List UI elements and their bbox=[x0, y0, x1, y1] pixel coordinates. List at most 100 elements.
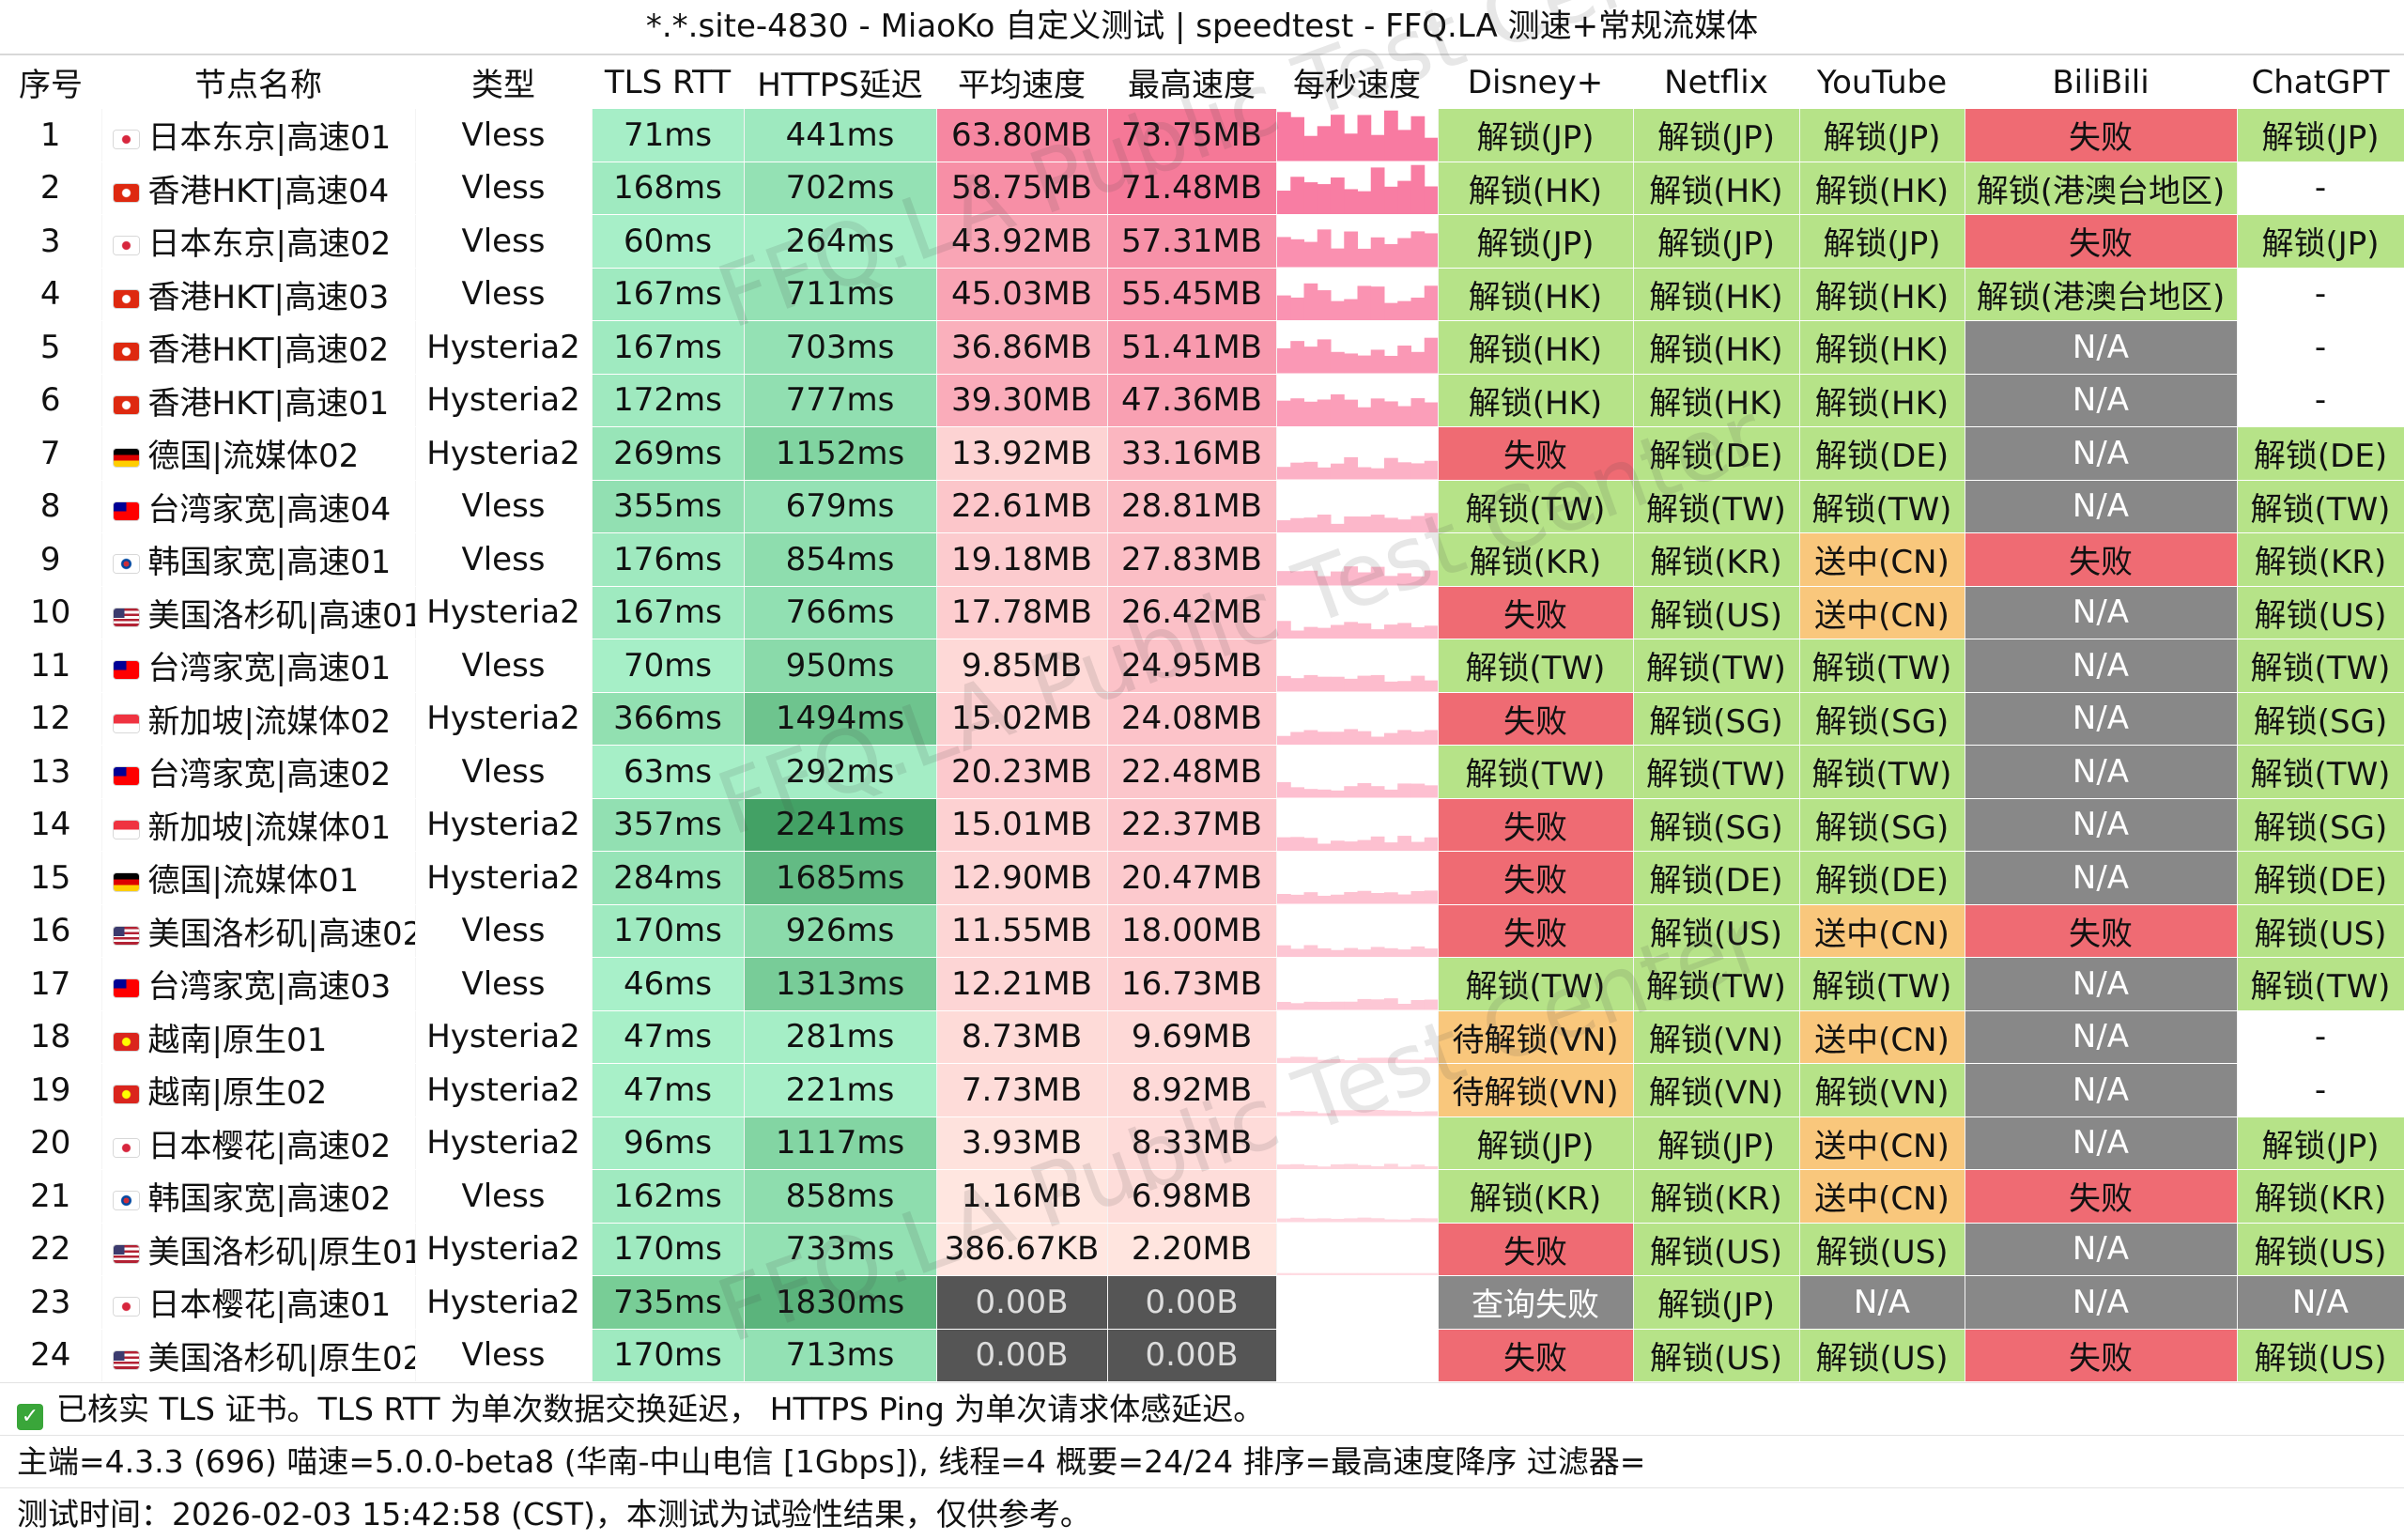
flag-tw-icon bbox=[113, 661, 139, 680]
cell-max-speed: 8.92MB bbox=[1107, 1063, 1277, 1117]
sparkline-bar bbox=[1383, 947, 1398, 957]
cell-disney: 失败 bbox=[1438, 851, 1634, 905]
table-row: 5 香港HKT|高速02 Hysteria2 167ms 703ms 36.86MB 51.… bbox=[0, 320, 2404, 375]
cell-tls-rtt: 162ms bbox=[592, 1169, 745, 1224]
cell-tls-rtt: 47ms bbox=[592, 1010, 745, 1064]
sparkline-bar bbox=[1330, 393, 1345, 426]
sparkline-bar bbox=[1303, 570, 1318, 586]
cell-netflix: 解锁(JP) bbox=[1633, 1116, 1800, 1170]
sparkline-bar bbox=[1396, 783, 1411, 798]
cell-youtube: 解锁(US) bbox=[1799, 1223, 1965, 1276]
col-header-youtube: YouTube bbox=[1799, 55, 1965, 109]
sparkline-bar bbox=[1343, 1163, 1358, 1169]
cell-tls-rtt: 735ms bbox=[592, 1275, 745, 1330]
sparkline-bar bbox=[1330, 839, 1345, 851]
sparkline-bar bbox=[1396, 300, 1411, 320]
sparkline-bar bbox=[1276, 237, 1291, 268]
sparkline-bar bbox=[1396, 462, 1411, 480]
node-name-label: 日本樱花|高速02 bbox=[147, 1127, 392, 1165]
sparkline-bar bbox=[1303, 1111, 1318, 1116]
speed-sparkline bbox=[1277, 1276, 1438, 1329]
cell-per-second-sparkline bbox=[1276, 904, 1439, 958]
footer-line-1: 已核实 TLS 证书。TLS RTT 为单次数据交换延迟， HTTPS Ping… bbox=[56, 1391, 1265, 1427]
cell-per-second-sparkline bbox=[1276, 374, 1439, 427]
cell-bilibili: N/A bbox=[1965, 586, 2238, 639]
sparkline-bar bbox=[1410, 1163, 1425, 1169]
sparkline-bar bbox=[1410, 675, 1425, 692]
sparkline-bar bbox=[1396, 729, 1411, 745]
cell-per-second-sparkline bbox=[1276, 214, 1439, 269]
cell-https-latency: 711ms bbox=[744, 268, 937, 321]
cell-index: 8 bbox=[0, 480, 102, 533]
cell-avg-speed: 0.00B bbox=[936, 1329, 1108, 1382]
cell-bilibili: N/A bbox=[1965, 798, 2238, 852]
cell-index: 21 bbox=[0, 1169, 102, 1224]
col-header-bilibili: BiliBili bbox=[1965, 55, 2237, 109]
cell-type: Hysteria2 bbox=[415, 1010, 593, 1064]
sparkline-bar bbox=[1289, 1110, 1304, 1116]
sparkline-bar bbox=[1303, 135, 1318, 161]
sparkline-bar bbox=[1317, 126, 1332, 161]
flag-us-icon bbox=[113, 1244, 139, 1263]
sparkline-bar bbox=[1303, 283, 1318, 320]
cell-youtube: 解锁(HK) bbox=[1799, 268, 1965, 321]
table-row: 17 台湾家宽|高速03 Vless 46ms 1313ms 12.21MB 16.73MB… bbox=[0, 957, 2404, 1011]
cell-avg-speed: 43.92MB bbox=[936, 214, 1108, 269]
speed-sparkline bbox=[1276, 110, 1437, 161]
sparkline-bar bbox=[1396, 681, 1411, 692]
cell-chatgpt: - bbox=[2237, 1063, 2404, 1117]
cell-node-name: 美国洛杉矶|原生02 bbox=[101, 1329, 416, 1382]
sparkline-bar bbox=[1424, 680, 1437, 692]
sparkline-bar bbox=[1303, 674, 1318, 692]
sparkline-bar bbox=[1396, 835, 1411, 851]
cell-https-latency: 1152ms bbox=[744, 426, 937, 481]
table-body: 1 日本东京|高速01 Vless 71ms 441ms 63.80MB 73.75MB 解锁… bbox=[0, 109, 2404, 1382]
sparkline-bar bbox=[1289, 678, 1304, 692]
cell-avg-speed: 58.75MB bbox=[936, 162, 1108, 215]
cell-type: Hysteria2 bbox=[415, 426, 593, 481]
cell-youtube: 送中(CN) bbox=[1799, 586, 1965, 639]
node-name-label: 台湾家宽|高速01 bbox=[147, 650, 392, 688]
cell-bilibili: N/A bbox=[1965, 480, 2238, 533]
sparkline-bar bbox=[1303, 626, 1318, 639]
sparkline-bar bbox=[1303, 461, 1318, 480]
sparkline-bar bbox=[1343, 399, 1358, 426]
sparkline-bar bbox=[1383, 681, 1398, 692]
cell-disney: 解锁(HK) bbox=[1438, 320, 1634, 375]
sparkline-bar bbox=[1276, 1272, 1291, 1275]
sparkline-bar bbox=[1357, 1110, 1371, 1116]
cell-tls-rtt: 176ms bbox=[592, 532, 745, 587]
sparkline-bar bbox=[1370, 736, 1385, 745]
speed-sparkline bbox=[1276, 456, 1437, 480]
cell-disney: 解锁(TW) bbox=[1438, 480, 1634, 533]
sparkline-bar bbox=[1289, 116, 1304, 161]
sparkline-bar bbox=[1343, 516, 1358, 532]
cell-avg-speed: 19.18MB bbox=[936, 532, 1108, 587]
sparkline-bar bbox=[1330, 731, 1345, 745]
speed-sparkline bbox=[1276, 512, 1437, 532]
cell-https-latency: 766ms bbox=[744, 586, 937, 639]
cell-tls-rtt: 284ms bbox=[592, 851, 745, 905]
cell-max-speed: 26.42MB bbox=[1107, 586, 1277, 639]
node-name-label: 日本东京|高速01 bbox=[147, 119, 392, 158]
table-row: 10 美国洛杉矶|高速01 Hysteria2 167ms 766ms 17.78MB 26… bbox=[0, 586, 2404, 639]
cell-disney: 失败 bbox=[1438, 692, 1634, 746]
cell-disney: 解锁(TW) bbox=[1438, 745, 1634, 799]
sparkline-bar bbox=[1370, 674, 1385, 692]
cell-per-second-sparkline bbox=[1276, 268, 1439, 321]
cell-avg-speed: 7.73MB bbox=[936, 1063, 1108, 1117]
cell-node-name: 香港HKT|高速04 bbox=[101, 162, 416, 215]
col-header-chatgpt: ChatGPT bbox=[2237, 55, 2404, 109]
sparkline-bar bbox=[1383, 998, 1398, 1010]
cell-https-latency: 221ms bbox=[744, 1063, 937, 1117]
cell-per-second-sparkline bbox=[1276, 480, 1439, 533]
sparkline-bar bbox=[1276, 571, 1291, 586]
sparkline-bar bbox=[1396, 1004, 1411, 1010]
cell-https-latency: 679ms bbox=[744, 480, 937, 533]
cell-node-name: 台湾家宽|高速04 bbox=[101, 480, 416, 533]
cell-type: Vless bbox=[415, 1169, 593, 1224]
sparkline-bar bbox=[1396, 180, 1411, 214]
cell-disney: 解锁(JP) bbox=[1438, 214, 1634, 269]
cell-per-second-sparkline bbox=[1276, 426, 1439, 481]
cell-https-latency: 777ms bbox=[744, 374, 937, 427]
